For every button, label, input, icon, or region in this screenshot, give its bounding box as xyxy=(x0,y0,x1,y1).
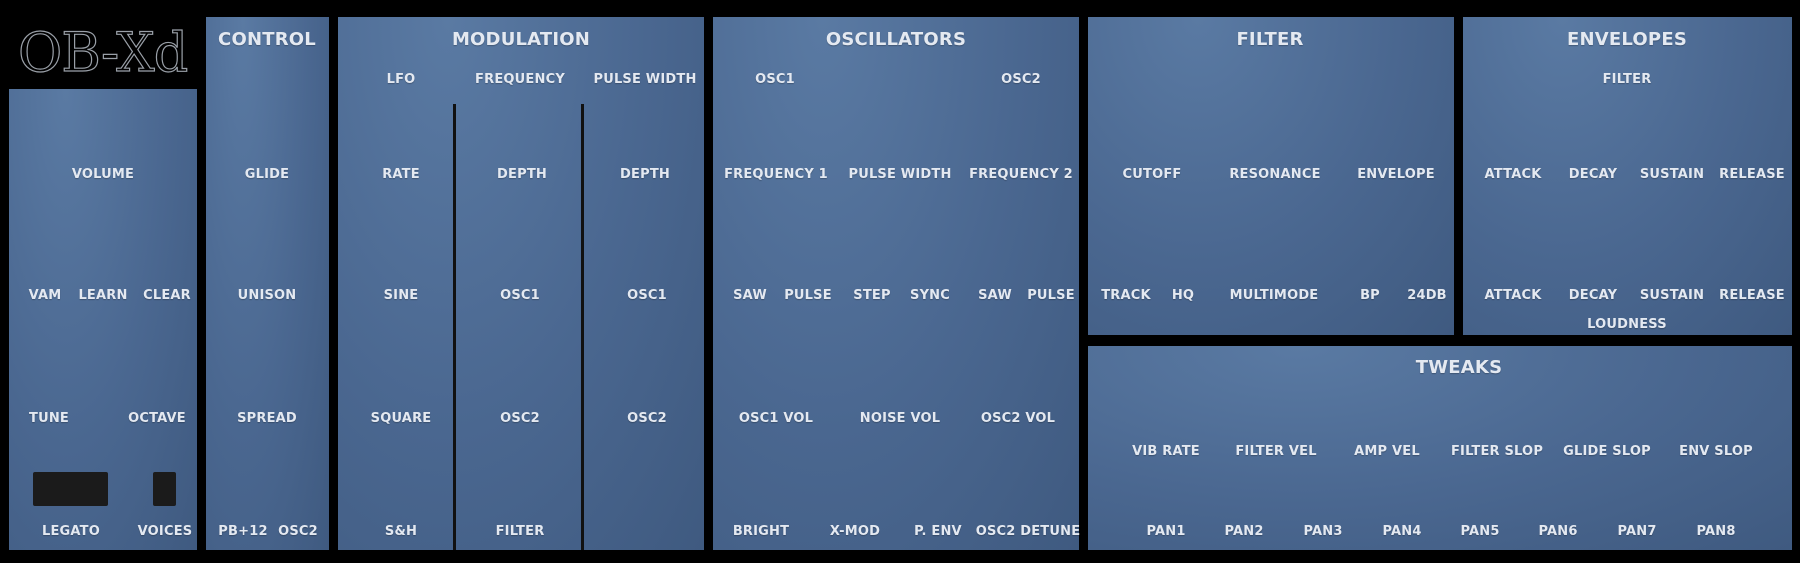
filter-vel-knob-label[interactable]: FILTER VEL xyxy=(1235,444,1317,459)
osc2-section-label: OSC2 xyxy=(1001,72,1041,87)
filter-slop-knob-label[interactable]: FILTER SLOP xyxy=(1450,444,1544,459)
pulse-width-section-label: PULSE WIDTH xyxy=(593,72,697,87)
filter-envelope-section-label: FILTER xyxy=(1602,72,1652,87)
filter-title: FILTER xyxy=(1236,29,1304,50)
vam-button-label[interactable]: VAM xyxy=(28,288,62,303)
osc1-saw-button-label[interactable]: SAW xyxy=(733,288,767,303)
freq-osc2-button-label[interactable]: OSC2 xyxy=(500,411,540,426)
lfo-sh-button-label[interactable]: S&H xyxy=(384,524,418,539)
envelopes-title: ENVELOPES xyxy=(1567,29,1687,50)
multimode-knob-label[interactable]: MULTIMODE xyxy=(1229,288,1319,303)
tweaks-panel xyxy=(1088,346,1792,550)
lfo-rate-knob-label[interactable]: RATE xyxy=(382,167,420,182)
step-button-label[interactable]: STEP xyxy=(853,288,891,303)
osc1-vol-knob-label[interactable]: OSC1 VOL xyxy=(738,411,814,426)
loudness-decay-knob-label[interactable]: DECAY xyxy=(1568,288,1618,303)
osc2-vol-knob-label[interactable]: OSC2 VOL xyxy=(980,411,1056,426)
pan6-knob-label[interactable]: PAN6 xyxy=(1538,524,1578,539)
pan3-knob-label[interactable]: PAN3 xyxy=(1303,524,1343,539)
pan8-knob-label[interactable]: PAN8 xyxy=(1696,524,1736,539)
pulse-width-depth-knob-label[interactable]: DEPTH xyxy=(620,167,670,182)
pw-osc1-button-label[interactable]: OSC1 xyxy=(627,288,667,303)
clear-button-label[interactable]: CLEAR xyxy=(143,288,191,303)
loudness-attack-knob-label[interactable]: ATTACK xyxy=(1484,288,1542,303)
cutoff-knob-label[interactable]: CUTOFF xyxy=(1122,167,1182,182)
pan5-knob-label[interactable]: PAN5 xyxy=(1460,524,1500,539)
loudness-envelope-section-label: LOUDNESS xyxy=(1587,317,1667,332)
oscillators-title: OSCILLATORS xyxy=(825,29,967,50)
pan4-knob-label[interactable]: PAN4 xyxy=(1382,524,1422,539)
bp-button-label[interactable]: BP xyxy=(1360,288,1380,303)
penv-knob-label[interactable]: P. ENV xyxy=(914,524,962,539)
env-slop-knob-label[interactable]: ENV SLOP xyxy=(1679,444,1753,459)
frequency-1-knob-label[interactable]: FREQUENCY 1 xyxy=(724,167,828,182)
envelopes-panel xyxy=(1463,17,1792,335)
hq-button-label[interactable]: HQ xyxy=(1171,288,1195,303)
filter-envelope-knob-label[interactable]: ENVELOPE xyxy=(1357,167,1435,182)
control-title: CONTROL xyxy=(218,29,316,50)
osc1-section-label: OSC1 xyxy=(755,72,795,87)
glide-slop-knob-label[interactable]: GLIDE SLOP xyxy=(1563,444,1651,459)
control-panel xyxy=(206,17,329,550)
legato-label: LEGATO xyxy=(41,524,101,539)
loudness-release-knob-label[interactable]: RELEASE xyxy=(1719,288,1785,303)
resonance-knob-label[interactable]: RESONANCE xyxy=(1229,167,1321,182)
osc2-pb-button-label[interactable]: OSC2 xyxy=(278,524,318,539)
frequency-section-label: FREQUENCY xyxy=(475,72,565,87)
freq-osc1-button-label[interactable]: OSC1 xyxy=(500,288,540,303)
pulse-width-knob-label[interactable]: PULSE WIDTH xyxy=(848,167,952,182)
track-button-label[interactable]: TRACK xyxy=(1101,288,1151,303)
filter-attack-knob-label[interactable]: ATTACK xyxy=(1484,167,1542,182)
lfo-sine-button-label[interactable]: SINE xyxy=(383,288,419,303)
voices-selector[interactable] xyxy=(153,472,176,506)
osc2-detune-knob-label[interactable]: OSC2 DETUNE xyxy=(975,524,1081,539)
unison-button-label[interactable]: UNISON xyxy=(237,288,297,303)
frequency-depth-knob-label[interactable]: DEPTH xyxy=(497,167,547,182)
spread-knob-label[interactable]: SPREAD xyxy=(237,411,297,426)
modulation-divider-2 xyxy=(581,104,584,550)
filter-release-knob-label[interactable]: RELEASE xyxy=(1719,167,1785,182)
volume-knob-label[interactable]: VOLUME xyxy=(71,167,135,182)
noise-vol-knob-label[interactable]: NOISE VOL xyxy=(859,411,941,426)
ob-xd-logo: OB-Xd xyxy=(17,20,188,84)
osc2-pulse-button-label[interactable]: PULSE xyxy=(1027,288,1075,303)
loudness-sustain-knob-label[interactable]: SUSTAIN xyxy=(1639,288,1705,303)
lfo-square-button-label[interactable]: SQUARE xyxy=(370,411,432,426)
legato-selector[interactable] xyxy=(33,472,108,506)
pan1-knob-label[interactable]: PAN1 xyxy=(1146,524,1186,539)
voices-label: VOICES xyxy=(137,524,193,539)
learn-button-label[interactable]: LEARN xyxy=(78,288,128,303)
lfo-section-label: LFO xyxy=(386,72,416,87)
tweaks-title: TWEAKS xyxy=(1415,357,1503,378)
filter-panel xyxy=(1088,17,1454,335)
pan2-knob-label[interactable]: PAN2 xyxy=(1224,524,1264,539)
frequency-2-knob-label[interactable]: FREQUENCY 2 xyxy=(969,167,1073,182)
tune-knob-label[interactable]: TUNE xyxy=(29,411,69,426)
modulation-title: MODULATION xyxy=(451,29,591,50)
filter-decay-knob-label[interactable]: DECAY xyxy=(1568,167,1618,182)
modulation-divider-1 xyxy=(453,104,456,550)
osc1-pulse-button-label[interactable]: PULSE xyxy=(784,288,832,303)
glide-knob-label[interactable]: GLIDE xyxy=(244,167,290,182)
freq-filter-button-label[interactable]: FILTER xyxy=(495,524,545,539)
filter-sustain-knob-label[interactable]: SUSTAIN xyxy=(1639,167,1705,182)
osc2-saw-button-label[interactable]: SAW xyxy=(978,288,1012,303)
oscillators-panel xyxy=(713,17,1079,550)
pw-osc2-button-label[interactable]: OSC2 xyxy=(627,411,667,426)
vib-rate-knob-label[interactable]: VIB RATE xyxy=(1132,444,1200,459)
pb12-button-label[interactable]: PB+12 xyxy=(218,524,268,539)
pan7-knob-label[interactable]: PAN7 xyxy=(1617,524,1657,539)
24db-button-label[interactable]: 24DB xyxy=(1407,288,1447,303)
sync-button-label[interactable]: SYNC xyxy=(910,288,950,303)
bright-knob-label[interactable]: BRIGHT xyxy=(732,524,790,539)
amp-vel-knob-label[interactable]: AMP VEL xyxy=(1354,444,1420,459)
modulation-panel xyxy=(338,17,704,550)
octave-knob-label[interactable]: OCTAVE xyxy=(128,411,186,426)
xmod-knob-label[interactable]: X-MOD xyxy=(829,524,881,539)
